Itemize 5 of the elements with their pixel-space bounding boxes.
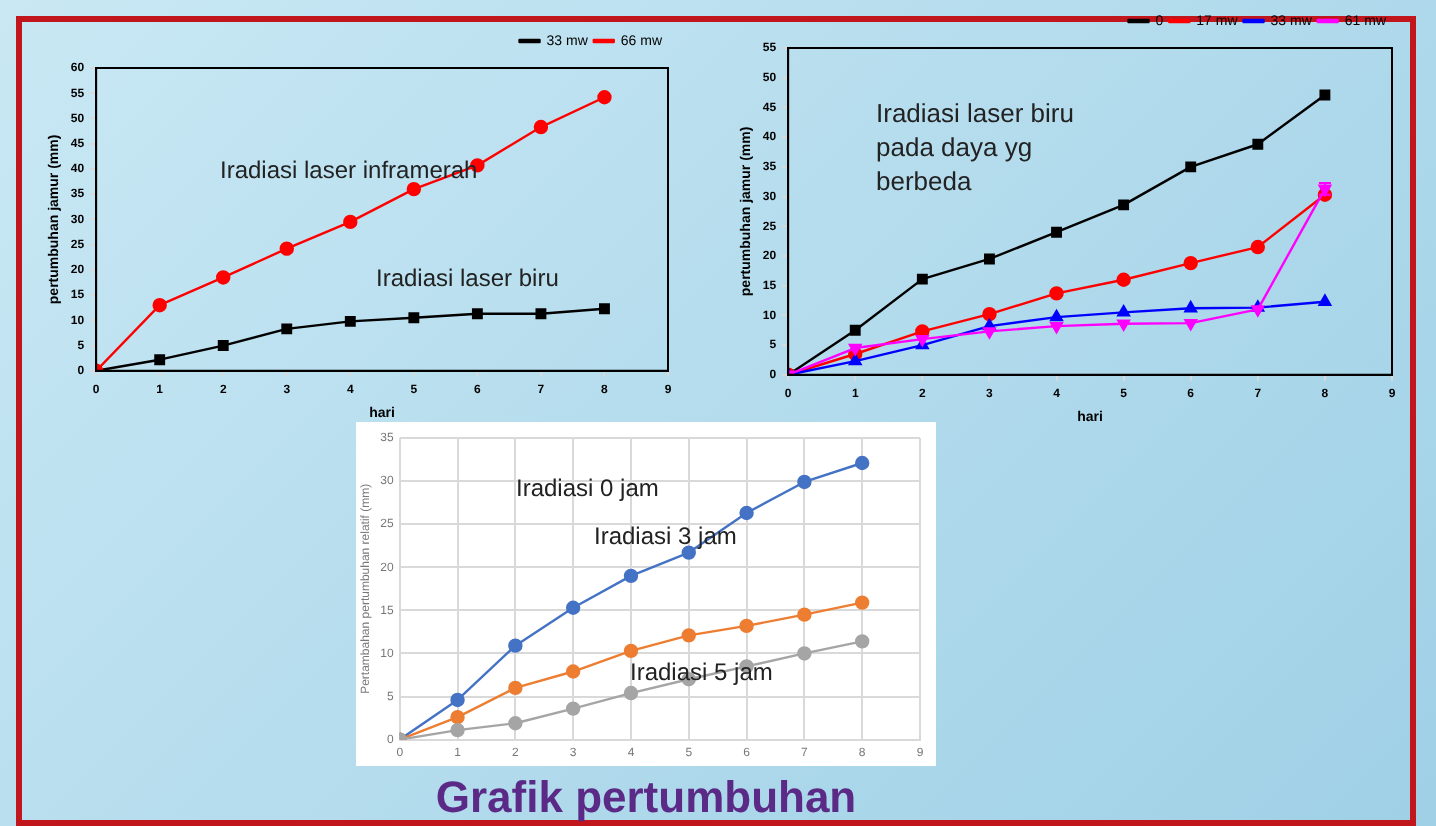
annotation: Iradiasi laser biru pada daya yg berbeda [876,98,1076,200]
annotation: Iradiasi 0 jam [516,474,661,506]
annotation: Iradiasi 5 jam [630,658,775,690]
annotation: Iradiasi laser biru [376,264,561,296]
text: Grafik pertumbuhan [433,770,859,826]
